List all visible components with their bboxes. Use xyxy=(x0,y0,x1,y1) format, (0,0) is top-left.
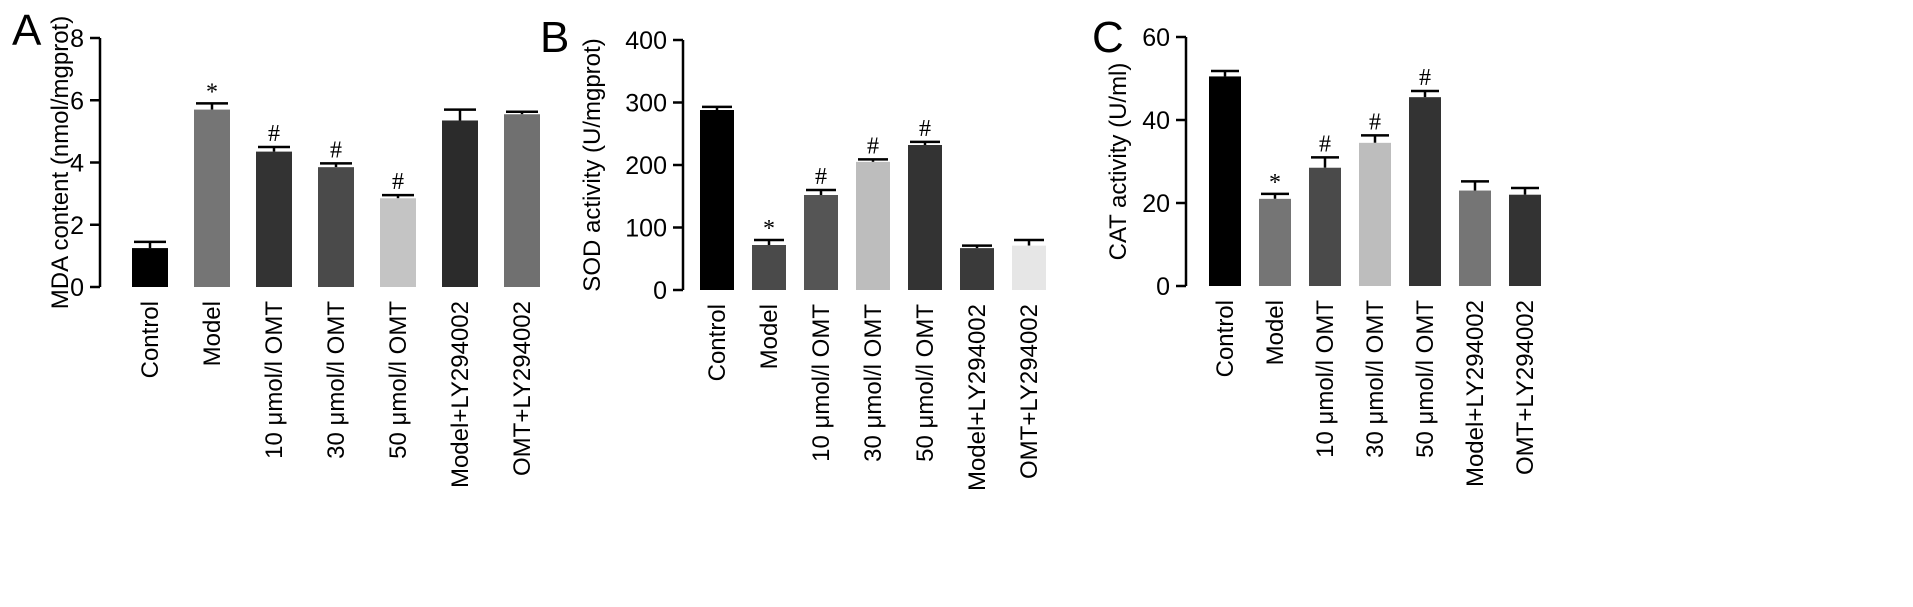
y-tick-label: 0 xyxy=(70,274,84,302)
bar xyxy=(1459,190,1491,286)
significance-mark: # xyxy=(392,169,404,195)
significance-mark: * xyxy=(206,79,218,105)
y-tick-label: 100 xyxy=(625,215,667,243)
y-axis-label: MDA content (nmol/mgprot) xyxy=(47,16,74,309)
x-category-label: 30 μmol/l OMT xyxy=(323,301,350,459)
x-category-label: Model+LY294002 xyxy=(1462,300,1489,487)
significance-mark: # xyxy=(1319,131,1331,157)
y-tick-label: 400 xyxy=(625,27,667,55)
panel-letter: B xyxy=(540,13,569,62)
x-category-label: Control xyxy=(137,301,164,378)
x-category-label: Control xyxy=(1212,300,1239,377)
significance-mark: # xyxy=(867,133,879,159)
bar xyxy=(1359,142,1391,286)
x-category-label: 30 μmol/l OMT xyxy=(1362,300,1389,458)
bar xyxy=(1259,198,1291,286)
y-tick-label: 0 xyxy=(653,277,667,305)
x-category-label: 30 μmol/l OMT xyxy=(860,304,887,462)
y-axis-label: CAT activity (U/ml) xyxy=(1105,63,1132,261)
x-category-label: Model+LY294002 xyxy=(447,301,474,488)
significance-mark: # xyxy=(1369,109,1381,135)
x-category-label: 50 μmol/l OMT xyxy=(912,304,939,462)
bar xyxy=(380,198,416,287)
bar xyxy=(1409,97,1441,286)
y-tick-label: 2 xyxy=(70,212,84,240)
x-category-label: OMT+LY294002 xyxy=(1016,304,1043,479)
x-category-label: Model xyxy=(756,304,783,369)
y-tick-label: 40 xyxy=(1142,107,1170,135)
significance-mark: # xyxy=(1419,65,1431,91)
y-tick-label: 200 xyxy=(625,152,667,180)
bar xyxy=(442,120,478,287)
bar xyxy=(908,145,942,290)
significance-mark: * xyxy=(763,216,775,242)
significance-mark: # xyxy=(268,121,280,147)
y-tick-label: 8 xyxy=(70,25,84,53)
x-category-label: 10 μmol/l OMT xyxy=(808,304,835,462)
x-category-label: Control xyxy=(704,304,731,381)
bar xyxy=(700,110,734,290)
bar xyxy=(256,151,292,287)
panel-letter: C xyxy=(1092,13,1124,62)
bar xyxy=(132,248,168,287)
bar xyxy=(318,167,354,287)
panel-b: B 0 100 200 300 400 SOD activity (U/mgprot) Con… xyxy=(540,13,1046,491)
significance-mark: # xyxy=(330,137,342,163)
x-category-label: OMT+LY294002 xyxy=(1512,300,1539,475)
y-tick-label: 20 xyxy=(1142,190,1170,218)
bar xyxy=(856,161,890,290)
bar xyxy=(1309,167,1341,286)
significance-mark: # xyxy=(919,116,931,142)
y-tick-label: 6 xyxy=(70,87,84,115)
x-category-label: OMT+LY294002 xyxy=(509,301,536,476)
y-axis-label: SOD activity (U/mgprot) xyxy=(579,38,606,291)
bar xyxy=(960,248,994,290)
x-category-label: 50 μmol/l OMT xyxy=(385,301,412,459)
bar xyxy=(1509,194,1541,286)
x-category-label: Model xyxy=(199,301,226,366)
bar xyxy=(504,114,540,287)
y-tick-label: 60 xyxy=(1142,24,1170,52)
bar xyxy=(1012,245,1046,290)
y-tick-label: 4 xyxy=(70,150,84,178)
significance-mark: * xyxy=(1269,170,1281,196)
panel-c: C 0 20 40 60 CAT activity (U/ml) Control * Model… xyxy=(1092,13,1541,487)
bar xyxy=(752,245,786,290)
x-category-label: Model xyxy=(1262,300,1289,365)
panel-letter: A xyxy=(12,6,42,55)
y-tick-label: 300 xyxy=(625,90,667,118)
bar xyxy=(1209,76,1241,286)
x-category-label: 10 μmol/l OMT xyxy=(261,301,288,459)
x-category-label: Model+LY294002 xyxy=(964,304,991,491)
bar xyxy=(804,195,838,290)
bar xyxy=(194,109,230,288)
x-category-label: 10 μmol/l OMT xyxy=(1312,300,1339,458)
x-category-label: 50 μmol/l OMT xyxy=(1412,300,1439,458)
y-tick-label: 0 xyxy=(1156,273,1170,301)
significance-mark: # xyxy=(815,164,827,190)
